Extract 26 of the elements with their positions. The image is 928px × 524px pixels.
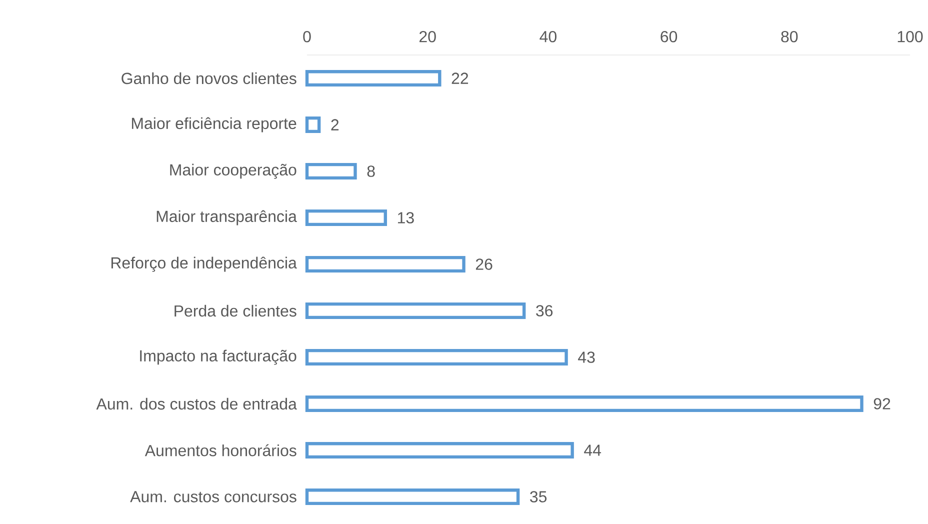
data-label: 44 (584, 444, 602, 456)
y-tick-label: Aum. dos custos de entrada (96, 398, 297, 410)
data-label: 92 (874, 398, 890, 410)
y-tick-label: Maior transparência (156, 210, 297, 226)
y-tick-label: Perda de clientes (174, 304, 296, 317)
data-label: 2 (331, 119, 339, 130)
x-tick-label: 40 (540, 30, 556, 42)
data-label: 43 (578, 352, 595, 363)
x-tick-label: 60 (660, 30, 678, 42)
y-tick-label: Impacto na facturação (140, 350, 296, 365)
data-label: 8 (367, 166, 375, 177)
data-label: 22 (452, 72, 468, 84)
y-tick-label: Ganho de novos clientes (122, 72, 296, 84)
y-tick-label: Aumentos honorários (144, 444, 296, 456)
data-label: 35 (530, 491, 547, 502)
y-tick-label: Maior eficiência reporte (132, 117, 296, 132)
x-tick-label: 0 (303, 30, 311, 42)
x-tick-label: 100 (898, 30, 923, 42)
y-tick-label: Aum. custos concursos (130, 491, 296, 502)
data-label: 26 (476, 258, 492, 270)
data-label: 13 (398, 212, 414, 224)
y-tick-label: Reforço de independência (111, 256, 297, 272)
y-tick-label: Maior cooperação (170, 164, 296, 179)
x-tick-label: 80 (781, 30, 798, 42)
data-label: 36 (536, 305, 553, 316)
x-tick-label: 20 (420, 30, 436, 42)
